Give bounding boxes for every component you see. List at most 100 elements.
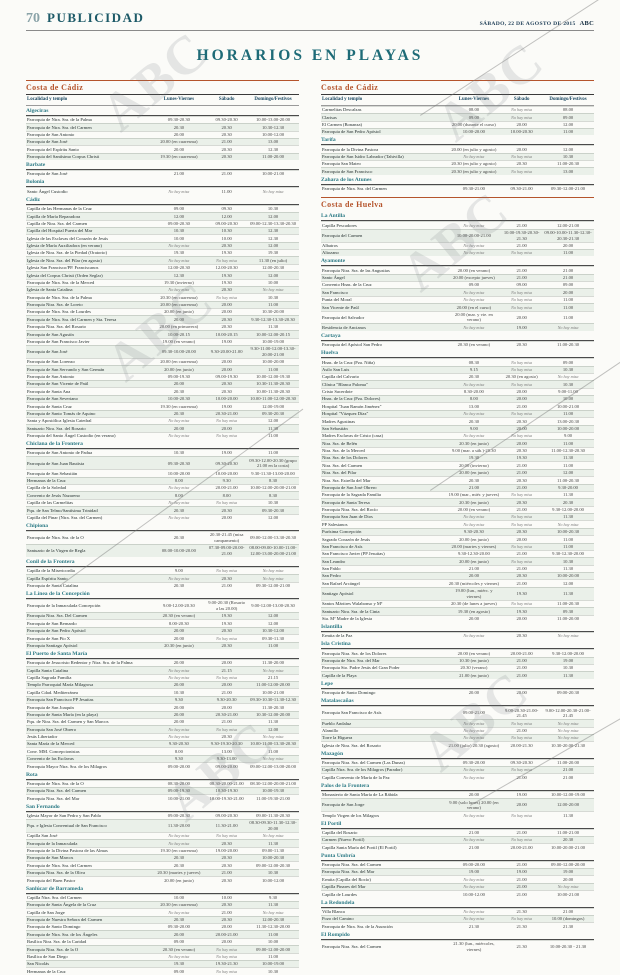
mass-time: 20.00 bbox=[516, 146, 527, 152]
mass-time: 20.00 bbox=[221, 660, 232, 666]
mass-time: 08.30-09.30-11.30-12.30-20.00 bbox=[249, 820, 297, 831]
mass-time: No hay misa bbox=[168, 257, 190, 263]
table-row: Capilla Santa Catalina No hay misa 21.15 No… bbox=[26, 666, 299, 674]
mass-time: 10.00-20.15 bbox=[167, 331, 190, 337]
mass-time: No hay misa bbox=[511, 767, 533, 773]
mass-time: No hay misa bbox=[511, 168, 533, 174]
mass-time: 10.00 bbox=[267, 279, 279, 285]
temple-name: Parroquia de Santa Cruz bbox=[27, 403, 72, 409]
mass-time: 20.00 (mar. y vie. en verano) bbox=[454, 311, 493, 323]
mass-time: No hay misa bbox=[463, 720, 485, 726]
mass-time: 20.30 (en junio) bbox=[164, 642, 194, 648]
table-row: Parroquia Santiago Apóstol 20.30 (en juni… bbox=[26, 641, 299, 649]
mass-time: 21.00 bbox=[221, 870, 232, 876]
mass-time: 20.00 bbox=[173, 931, 185, 937]
temple-name: Parroquia de San Lorenzo bbox=[27, 359, 75, 365]
table-row: Conv. MM. Concepcionistas 8.00 13.00 11.00 bbox=[26, 747, 299, 754]
mass-time: 20.00 (en el curso) bbox=[456, 304, 492, 310]
temple-name: Parroquia Ntra. Sra. del Rocío bbox=[322, 507, 378, 513]
mass-time: 10.00-19.30 bbox=[261, 788, 285, 794]
table-row: Capilla Sagrada Familia No hay misa No hay… bbox=[26, 673, 299, 681]
mass-time: No hay misa bbox=[262, 833, 284, 839]
mass-time: No hay misa bbox=[557, 324, 579, 330]
temple-name: Parroquia de San Pedro Apóstol bbox=[322, 129, 381, 135]
table-row: Parroquia de San Joaquín 20.00 20.00 11.30-… bbox=[26, 703, 299, 710]
mass-time: No hay misa bbox=[463, 633, 485, 639]
content-columns: Costa de Cádiz Localidad y templo Lunes-Vi… bbox=[0, 75, 620, 975]
mass-time: No hay misa bbox=[216, 500, 238, 506]
temple-name: Iglesia de Santa Catalina bbox=[27, 287, 73, 293]
table-row: Parroquia de la Sagrada Familia 19.00 (ma… bbox=[321, 490, 594, 498]
mass-time: 20.00 (en primavera) bbox=[159, 324, 199, 330]
mass-time: 11.00 bbox=[267, 366, 279, 372]
mass-time: 8.30 bbox=[269, 492, 278, 498]
temple-name: Parroquia de la Divina Pastora bbox=[322, 146, 379, 152]
mass-time: 8.00 bbox=[174, 478, 183, 484]
temple-name: Capilla de Lourdes bbox=[322, 891, 357, 897]
temple-name: Capilla de la Playa bbox=[322, 672, 357, 678]
mass-time: 09.30 bbox=[562, 608, 574, 614]
mass-time: 20.00 (en junio) bbox=[164, 309, 194, 315]
mass-time: 20.00 bbox=[221, 682, 232, 688]
mass-time: 20.00 bbox=[468, 615, 480, 621]
table-row: Parroquia de San Vicente de Paúl 20.00 20.… bbox=[26, 380, 299, 388]
temple-name: Parroquia del Salvador bbox=[322, 314, 365, 320]
temple-name: Parroquia de Santa Catalina bbox=[27, 583, 79, 589]
mass-time: 09.30-20.00 bbox=[167, 924, 190, 930]
table-row: Parroquia del Carmen 10.00-20.00-21.00 10.… bbox=[321, 228, 594, 242]
table-row: Parroquia de San José 20.00 (en cuaresma)… bbox=[26, 137, 299, 146]
mass-time: 20.30 bbox=[221, 507, 232, 513]
table-row: Santa María de la Merced 9.30-20.30 9.30-1… bbox=[26, 740, 299, 748]
table-column: Costa de Cádiz Localidad y templo Lunes-Vi… bbox=[321, 75, 594, 975]
table-row: Parroquia de San Antonio 09.00-19.30 09.00… bbox=[26, 372, 299, 380]
mass-time: 20.30 bbox=[173, 917, 185, 923]
mass-time: 20.00-21.00 bbox=[510, 650, 533, 656]
mass-time: 9.00 (solo lunes) 20.00 (en verano) bbox=[449, 799, 499, 811]
mass-time: 10.00-13.00-20.00 bbox=[256, 117, 291, 123]
temple-name: Capilla de la Misericordia bbox=[27, 568, 75, 574]
mass-time: 20.00-21.00 bbox=[510, 844, 533, 850]
temple-name: Ntra. Sra. del Carmen bbox=[322, 462, 363, 468]
temple-name: Parroquia de la Inmaculada Concepción bbox=[27, 603, 101, 609]
mass-time: 10.00-12.00 bbox=[261, 877, 285, 883]
mass-time: 19.30 (en cuaresma) bbox=[160, 848, 198, 854]
mass-time: No hay misa bbox=[168, 433, 190, 439]
mass-time: 09.00-20.30 bbox=[215, 220, 238, 226]
mass-time: 10.00-12.00-20.00-21.00 bbox=[250, 485, 296, 491]
mass-time: No hay misa bbox=[463, 411, 485, 417]
mass-time: 20.30 (de lunes a jueves) bbox=[450, 601, 497, 607]
mass-time: 20.30 bbox=[173, 388, 185, 394]
mass-time: 19.00 bbox=[516, 324, 527, 330]
temple-name: Santuario Ntra. Sra. de la Cinta bbox=[322, 608, 380, 614]
mass-time: No hay misa bbox=[168, 485, 190, 491]
table-row: Parroquia de Ntra. Sra. del Carmen y Sta… bbox=[26, 315, 299, 323]
mass-time: 10.30 bbox=[267, 500, 279, 506]
mass-time: 10.30 bbox=[173, 689, 185, 695]
mass-time: 20.00 bbox=[221, 366, 232, 372]
table-row: Jesús Libertador No hay misa 20.30 No hay m… bbox=[26, 732, 299, 740]
temple-name: Santos Mártires Walabonso y Mª bbox=[322, 601, 383, 607]
mass-time: No hay misa bbox=[557, 727, 579, 733]
mass-time: 10.00 bbox=[221, 235, 232, 241]
table-row: Parroquia de Santo Domingo 20.00 20.00 09.0… bbox=[321, 688, 594, 696]
mass-time: No hay misa bbox=[216, 726, 238, 732]
table-row: Clínica "Blanca Paloma" No hay misa No hay… bbox=[321, 380, 594, 388]
mass-time: 20.00 (en verano) bbox=[457, 507, 491, 513]
mass-time: 11.30 bbox=[267, 840, 279, 846]
town-header: Chiclana de la Frontera bbox=[26, 439, 299, 449]
table-row: Parroquia de Ntra. Sra. de la Palma 20.30… bbox=[26, 293, 299, 300]
mass-time: 9.00-20.30 (Rosario a las 20.00) bbox=[208, 600, 246, 612]
mass-time: 20.30 (en verano) bbox=[162, 946, 196, 952]
mass-time: 10.00-21.00 bbox=[556, 403, 580, 409]
mass-time: 20.30 bbox=[221, 316, 232, 322]
column-header: Domingo/Festivos bbox=[549, 96, 587, 102]
mass-time: 07.30-09.00-20.00-21.00 bbox=[208, 545, 245, 556]
mass-time: 11.30-20.30 bbox=[262, 704, 285, 710]
town-header: Islantilla bbox=[321, 622, 594, 632]
mass-time: 20.00 bbox=[173, 628, 185, 634]
mass-time: No hay misa bbox=[511, 107, 533, 113]
town-header: San Fernando bbox=[26, 802, 299, 812]
mass-time: 20.00 bbox=[468, 792, 480, 798]
mass-time: 19.30 bbox=[173, 250, 185, 256]
table-row: Parroquia de Ntra. Sra. del Carmen 20.30 2… bbox=[26, 123, 299, 131]
